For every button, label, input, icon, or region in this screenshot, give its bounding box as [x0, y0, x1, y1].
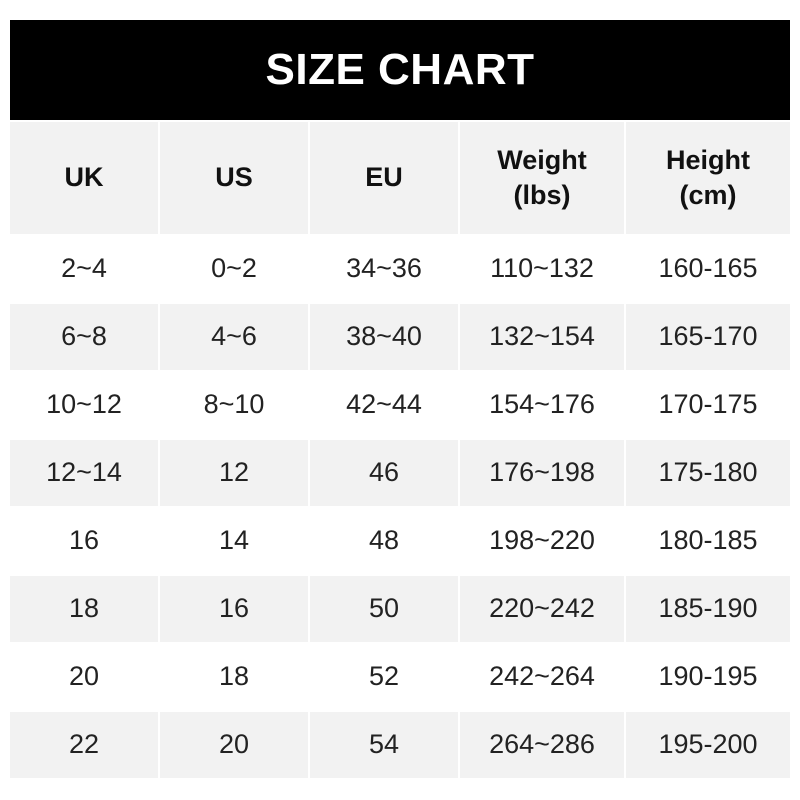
table-cell: 6~8	[10, 304, 158, 370]
table-cell: 264~286	[460, 712, 624, 778]
table-cell: 110~132	[490, 253, 594, 284]
size-table: UK US EU Weight (lbs) Height (cm) 2~4 0~2 34~36…	[10, 122, 790, 778]
table-cell: 8~10	[203, 389, 265, 420]
table-cell: 198~220	[489, 525, 595, 556]
column-header: Height (cm)	[626, 122, 790, 234]
table-cell: 48	[368, 525, 400, 556]
table-cell: 165-170	[626, 304, 790, 370]
table-cell: 190-195	[658, 661, 758, 692]
table-cell: 20	[160, 712, 308, 778]
table-cell: 242~264	[489, 661, 595, 692]
table-cell: 185-190	[626, 576, 790, 642]
table-cell: 14	[218, 525, 250, 556]
table-cell: 2~4	[61, 253, 107, 284]
table-cell: 38~40	[310, 304, 458, 370]
table-cell: 170-175	[658, 389, 758, 420]
table-cell: 18	[10, 576, 158, 642]
table-cell: 10~12	[46, 389, 122, 420]
table-cell: 52	[368, 661, 400, 692]
table-cell: 0~2	[211, 253, 257, 284]
table-cell: 18	[218, 661, 250, 692]
table-cell: 54	[310, 712, 458, 778]
table-cell: 12~14	[10, 440, 158, 506]
column-header: UK	[10, 122, 158, 234]
table-cell: 12	[160, 440, 308, 506]
table-cell: 20	[68, 661, 100, 692]
table-cell: 16	[68, 525, 100, 556]
column-header: Weight (lbs)	[460, 122, 624, 234]
table-cell: 46	[310, 440, 458, 506]
table-cell: 132~154	[460, 304, 624, 370]
table-cell: 160-165	[658, 253, 758, 284]
table-cell: 42~44	[346, 389, 422, 420]
table-cell: 4~6	[160, 304, 308, 370]
page-title: SIZE CHART	[265, 45, 535, 94]
table-cell: 220~242	[460, 576, 624, 642]
table-cell: 50	[310, 576, 458, 642]
column-header: US	[160, 122, 308, 234]
table-cell: 195-200	[626, 712, 790, 778]
column-header: EU	[310, 122, 458, 234]
table-cell: 16	[160, 576, 308, 642]
table-cell: 180-185	[658, 525, 758, 556]
table-cell: 154~176	[489, 389, 595, 420]
table-cell: 34~36	[346, 253, 422, 284]
table-cell: 176~198	[460, 440, 624, 506]
table-cell: 175-180	[626, 440, 790, 506]
title-bar: SIZE CHART	[10, 20, 790, 120]
table-cell: 22	[10, 712, 158, 778]
